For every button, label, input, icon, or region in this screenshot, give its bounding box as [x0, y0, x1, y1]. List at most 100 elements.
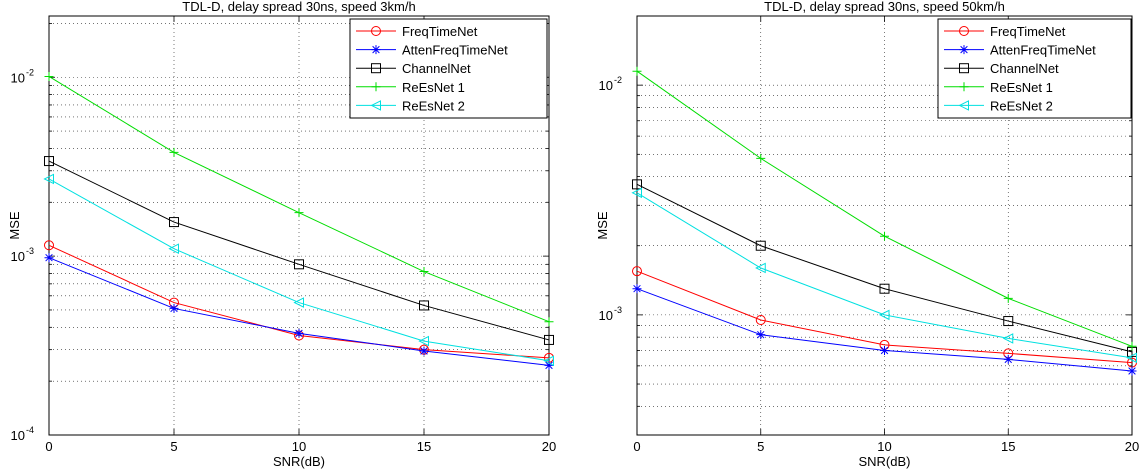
data-point — [1002, 333, 1014, 344]
y-tick-label: 10 — [599, 308, 613, 323]
legend-label: ChannelNet — [402, 61, 471, 76]
x-axis-label: SNR(dB) — [273, 454, 325, 469]
legend-label: FreqTimeNet — [990, 24, 1066, 39]
legend-swatch-marker — [371, 82, 381, 92]
legend-swatch-marker — [371, 63, 381, 74]
x-tick-label: 5 — [170, 439, 177, 454]
series-line — [636, 183, 1133, 353]
data-point — [294, 259, 304, 270]
y-tick-label-exponent: -4 — [26, 425, 34, 435]
data-point — [543, 355, 554, 367]
legend-swatch-marker — [958, 100, 969, 111]
series-attenfreqtimenet — [44, 253, 554, 370]
data-point — [44, 71, 54, 81]
legend-label: ReEsNet 1 — [402, 80, 465, 95]
series-channelnet — [632, 179, 1137, 357]
legend-label: AttenFreqTimeNet — [402, 43, 508, 58]
chart-title: TDL-D, delay spread 30ns, speed 50km/h — [764, 0, 1005, 14]
x-tick-label: 15 — [417, 439, 431, 454]
data-point — [755, 240, 766, 251]
x-axis-label: SNR(dB) — [858, 454, 910, 469]
legend-label: ReEsNet 2 — [990, 98, 1053, 113]
legend-swatch-marker — [959, 26, 969, 36]
data-point — [880, 231, 889, 241]
legend-swatch-marker — [371, 26, 381, 36]
legend-label: AttenFreqTimeNet — [990, 43, 1096, 58]
data-point — [1003, 293, 1013, 303]
data-point — [169, 147, 179, 157]
x-tick-label: 10 — [292, 439, 306, 454]
data-point — [1126, 352, 1137, 364]
data-point — [631, 187, 642, 199]
data-point — [418, 335, 429, 347]
data-point — [755, 262, 766, 274]
data-point — [293, 297, 304, 308]
data-point — [44, 240, 54, 251]
axes-box — [48, 15, 550, 436]
y-tick-label-exponent: -3 — [614, 305, 622, 315]
series-channelnet — [44, 156, 554, 345]
series-freqtimenet — [632, 266, 1137, 368]
x-tick-label: 5 — [757, 439, 764, 454]
series-line — [636, 192, 1133, 359]
series-attenfreqtimenet — [632, 284, 1137, 376]
data-point — [544, 334, 554, 345]
data-point — [756, 153, 766, 163]
data-point — [1127, 366, 1137, 376]
data-point — [755, 314, 766, 325]
data-point — [419, 346, 429, 356]
x-tick-label: 0 — [45, 439, 52, 454]
data-point — [419, 300, 429, 311]
data-point — [544, 360, 554, 370]
data-point — [44, 156, 54, 167]
data-point — [294, 328, 304, 338]
series-reesnet-2 — [43, 173, 554, 367]
y-tick-label: 10 — [599, 78, 613, 93]
series-line — [636, 270, 1133, 364]
data-point — [168, 243, 179, 255]
y-tick-label: 10 — [11, 70, 25, 85]
data-point — [1003, 354, 1013, 364]
data-point — [756, 330, 766, 340]
data-point — [294, 208, 304, 218]
data-point — [544, 317, 554, 327]
data-point — [632, 179, 642, 190]
series-reesnet-1 — [44, 71, 554, 327]
y-tick-label-exponent: -2 — [26, 67, 34, 77]
data-point — [880, 345, 889, 355]
x-tick-label: 20 — [542, 439, 556, 454]
y-tick-label-exponent: -2 — [614, 75, 622, 85]
y-axis-label: MSE — [7, 211, 22, 240]
x-tick-label: 10 — [877, 439, 891, 454]
legend-swatch-marker — [371, 45, 381, 55]
series-reesnet-2 — [631, 187, 1137, 364]
data-point — [44, 253, 54, 263]
data-point — [1003, 316, 1014, 327]
legend-label: ReEsNet 2 — [402, 98, 465, 113]
y-tick-label: 10 — [11, 428, 25, 443]
series-line — [48, 178, 550, 362]
data-point — [879, 283, 890, 294]
chart-title: TDL-D, delay spread 30ns, speed 3km/h — [182, 0, 415, 14]
legend-swatch-marker — [959, 63, 969, 74]
series-reesnet-1 — [632, 66, 1137, 351]
legend-label: FreqTimeNet — [402, 24, 478, 39]
data-point — [878, 309, 890, 321]
x-tick-label: 20 — [1125, 439, 1139, 454]
legend: FreqTimeNet AttenFreqTimeNet ChannelNet ReE… — [349, 18, 548, 119]
y-axis-label: MSE — [595, 211, 610, 240]
data-point — [632, 66, 642, 76]
data-point — [632, 266, 642, 277]
legend-label: ReEsNet 1 — [990, 80, 1053, 95]
data-point — [169, 217, 179, 228]
y-tick-label: 10 — [11, 249, 25, 264]
legend-swatch-marker — [959, 45, 969, 55]
data-point — [43, 173, 54, 185]
axes-box — [636, 15, 1133, 436]
data-point — [1127, 341, 1137, 351]
x-tick-label: 0 — [633, 439, 640, 454]
legend: FreqTimeNet AttenFreqTimeNet ChannelNet ReE… — [937, 18, 1132, 119]
data-point — [419, 267, 429, 277]
